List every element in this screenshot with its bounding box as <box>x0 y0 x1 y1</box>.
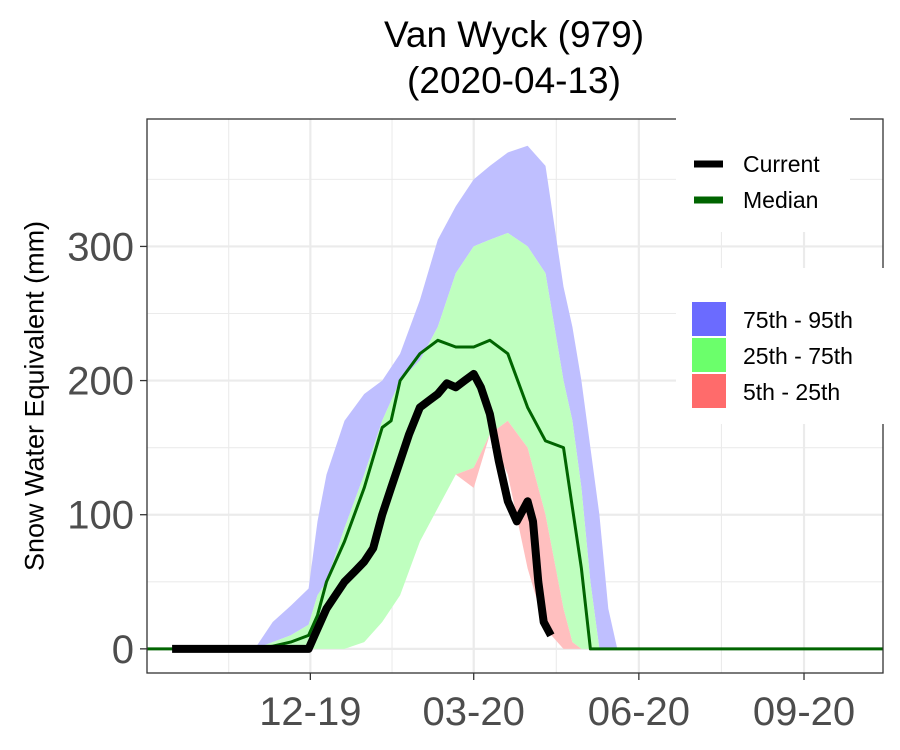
y-tick-label: 200 <box>67 360 134 404</box>
x-tick-label: 09-20 <box>753 690 855 734</box>
y-tick-label: 0 <box>112 628 134 672</box>
legend-label: 5th - 25th <box>743 379 840 405</box>
x-tick-label: 06-20 <box>588 690 690 734</box>
legend-label: 25th - 75th <box>743 343 853 369</box>
band-25-75 <box>254 233 623 649</box>
legend-key-swatch <box>692 302 726 336</box>
legend-label: 75th - 95th <box>743 307 853 333</box>
band-75-95 <box>254 145 623 649</box>
legend-label: Current <box>743 151 820 177</box>
current-line <box>172 369 555 653</box>
axes: 0 100 200 300 12-19 03-20 06-20 09-20 <box>67 225 855 734</box>
x-tick-label: 03-20 <box>423 690 525 734</box>
median-line <box>147 338 883 651</box>
legend-label: Median <box>743 187 818 213</box>
y-tick-label: 300 <box>67 225 134 269</box>
legend-key-swatch <box>692 374 726 408</box>
chart-subtitle: (2020-04-13) <box>407 60 621 101</box>
band-5-25 <box>254 420 623 649</box>
chart-title: Van Wyck (979) <box>383 14 645 55</box>
legend-key-swatch <box>692 338 726 372</box>
legend-box-lines <box>676 113 850 232</box>
y-tick-label: 100 <box>67 494 134 538</box>
series-lines <box>147 338 883 653</box>
percentile-bands <box>254 145 623 649</box>
x-tick-label: 12-19 <box>259 690 361 734</box>
legend: Current Median 75th - 95th 25th - 75th 5th -… <box>676 113 886 424</box>
